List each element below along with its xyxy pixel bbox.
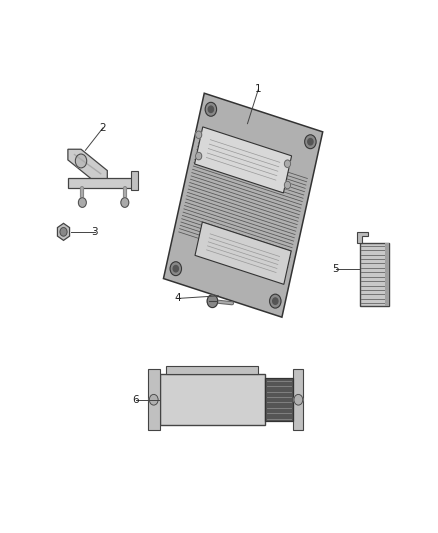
Polygon shape bbox=[57, 223, 70, 240]
Bar bbox=[160, 374, 265, 425]
Bar bbox=[166, 367, 258, 374]
Circle shape bbox=[273, 298, 278, 304]
Text: 3: 3 bbox=[91, 227, 98, 237]
Circle shape bbox=[294, 394, 303, 405]
Circle shape bbox=[60, 228, 67, 236]
Circle shape bbox=[170, 262, 181, 276]
Circle shape bbox=[149, 394, 158, 405]
Circle shape bbox=[205, 102, 216, 116]
Bar bbox=[265, 378, 293, 421]
Circle shape bbox=[305, 135, 316, 149]
Circle shape bbox=[121, 198, 129, 207]
Circle shape bbox=[207, 295, 218, 308]
Polygon shape bbox=[357, 232, 368, 243]
Polygon shape bbox=[131, 171, 138, 190]
Polygon shape bbox=[194, 127, 292, 193]
Bar bbox=[148, 369, 160, 431]
Circle shape bbox=[284, 160, 290, 167]
Circle shape bbox=[270, 294, 281, 308]
Circle shape bbox=[308, 139, 313, 145]
Text: 6: 6 bbox=[132, 395, 139, 405]
Polygon shape bbox=[68, 178, 136, 188]
Circle shape bbox=[196, 131, 202, 139]
Text: 1: 1 bbox=[255, 84, 262, 94]
Circle shape bbox=[284, 181, 290, 189]
Circle shape bbox=[173, 265, 178, 272]
Circle shape bbox=[75, 154, 87, 168]
Circle shape bbox=[208, 106, 213, 112]
Text: 5: 5 bbox=[332, 264, 339, 274]
Text: 4: 4 bbox=[174, 294, 181, 303]
Polygon shape bbox=[163, 93, 323, 317]
Text: 2: 2 bbox=[99, 123, 106, 133]
Polygon shape bbox=[68, 149, 107, 181]
Circle shape bbox=[196, 152, 202, 160]
Bar bbox=[293, 369, 303, 431]
Polygon shape bbox=[195, 222, 291, 284]
Bar bbox=[360, 243, 389, 306]
Circle shape bbox=[78, 198, 86, 207]
Bar bbox=[385, 243, 389, 306]
